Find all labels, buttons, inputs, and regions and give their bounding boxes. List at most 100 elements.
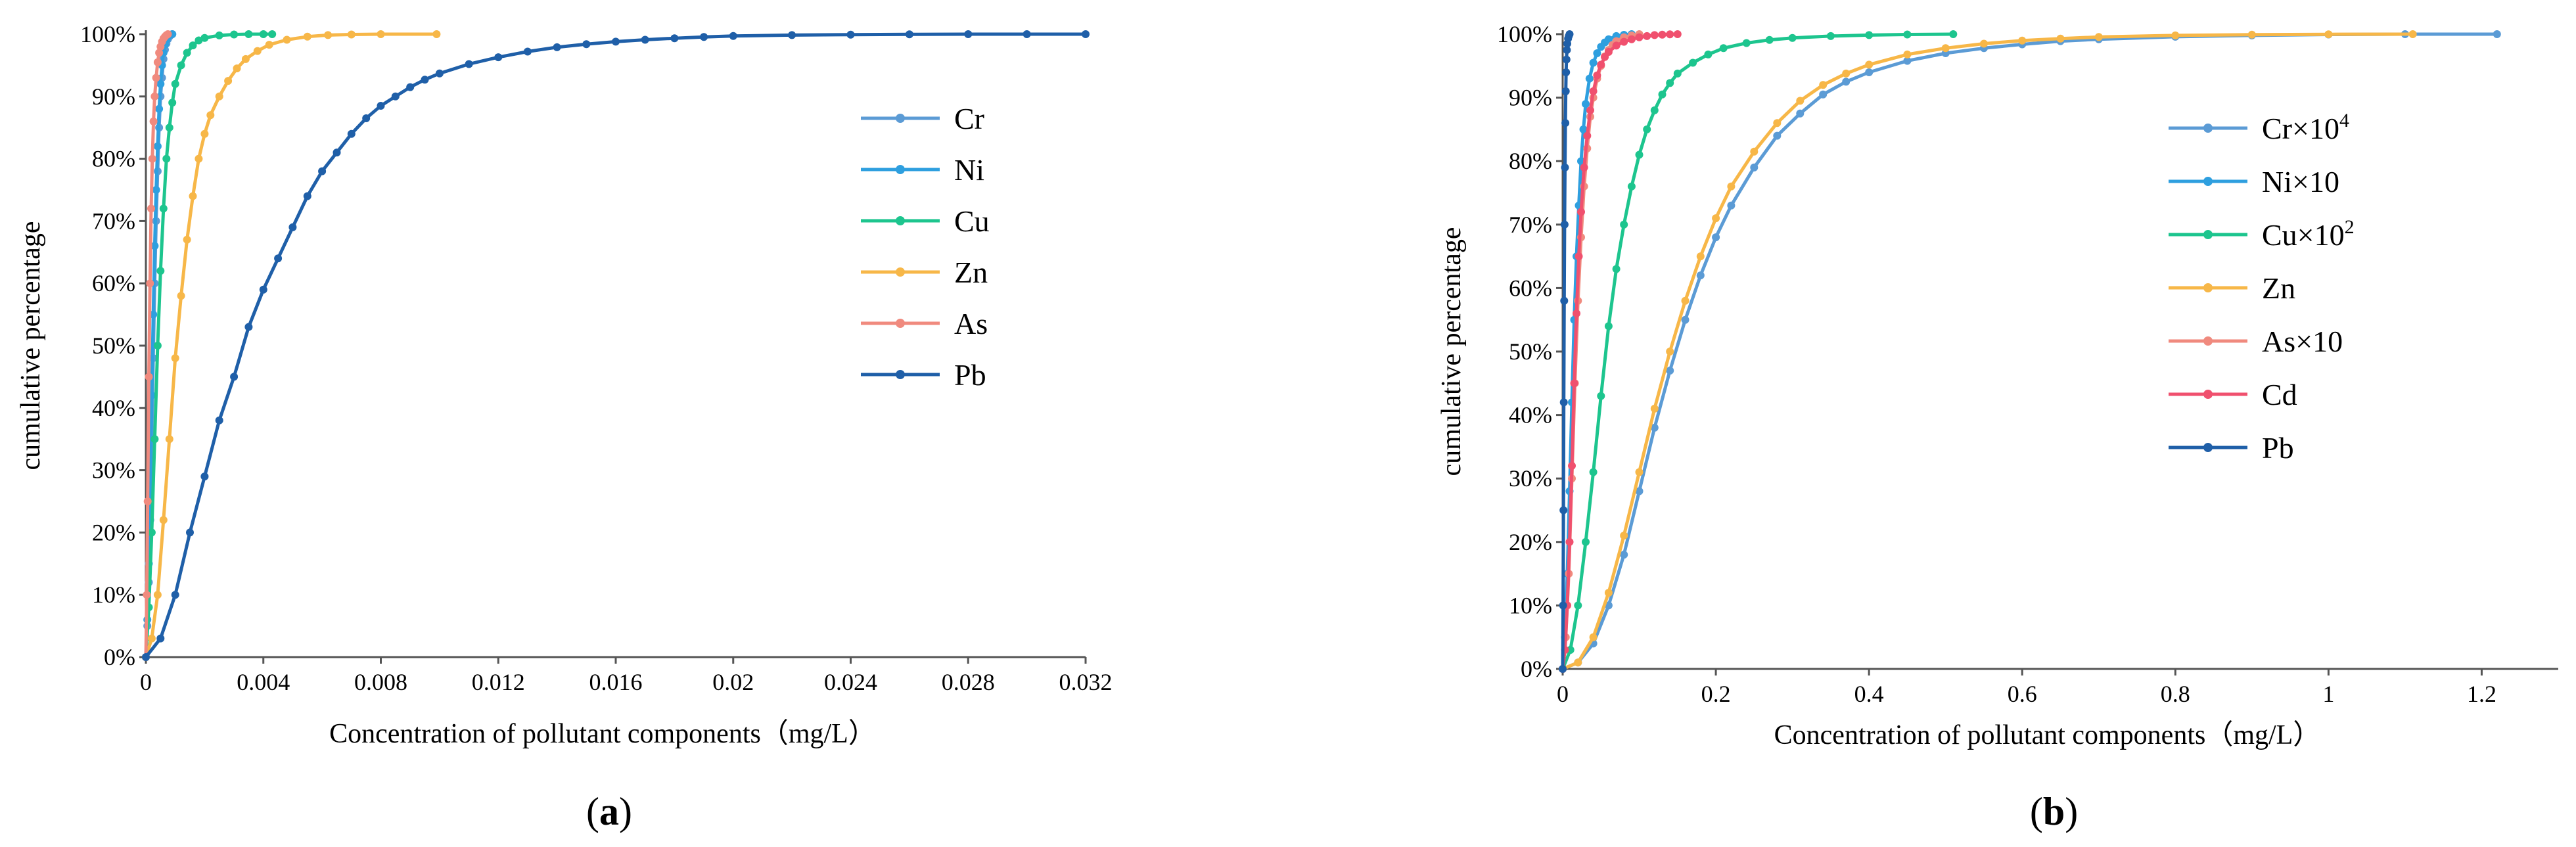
data-point — [189, 41, 197, 50]
y-tick-label: 50% — [92, 332, 135, 359]
data-point — [168, 99, 177, 107]
y-tick-label: 0% — [104, 644, 135, 670]
data-point — [347, 129, 356, 138]
data-point — [1635, 150, 1644, 159]
data-point — [206, 111, 215, 120]
legend-label: Pb — [2262, 431, 2294, 465]
data-point — [1612, 265, 1621, 273]
data-point — [1604, 589, 1613, 597]
data-point — [1597, 60, 1605, 69]
data-point — [153, 58, 162, 66]
data-point — [1666, 367, 1674, 375]
legend-label-text: As×10 — [2262, 325, 2343, 358]
data-point — [1580, 163, 1588, 172]
data-point — [1773, 119, 1782, 127]
x-tick-label: 0.4 — [1854, 681, 1884, 707]
data-point — [171, 354, 179, 362]
data-point — [143, 591, 151, 599]
legend-label-text: Cd — [2262, 378, 2297, 411]
data-point — [2247, 30, 2256, 39]
data-point — [324, 31, 333, 39]
x-tick-label: 0.6 — [2008, 681, 2037, 707]
data-point — [1562, 55, 1571, 64]
y-tick-label: 60% — [1509, 275, 1552, 301]
data-point — [1597, 392, 1605, 400]
data-point — [1579, 125, 1588, 133]
legend-label-text: Cr×10 — [2262, 112, 2339, 145]
chart-panel-a: 0% 10% 20% 30% 40% 50% 60% 70% 80% 90% 100% 0 0.004 0… — [16, 21, 1113, 833]
data-point — [183, 49, 191, 57]
data-point — [377, 30, 385, 38]
data-point — [641, 35, 649, 44]
data-point — [1773, 131, 1782, 140]
data-point — [1627, 182, 1636, 191]
legend-label-text: Zn — [2262, 271, 2295, 305]
data-point — [788, 31, 796, 39]
series-line — [145, 32, 1086, 658]
data-point — [1643, 125, 1651, 133]
data-point — [268, 30, 277, 38]
panel-label-part: a — [599, 790, 619, 833]
data-point — [241, 55, 250, 63]
data-point — [156, 634, 165, 643]
legend-label: Cu — [954, 204, 990, 238]
panel-label: (a) — [586, 790, 632, 833]
data-point — [303, 192, 311, 200]
data-point — [165, 124, 173, 132]
legend-label-superscript: 2 — [2345, 216, 2355, 238]
data-point — [150, 92, 159, 101]
data-point — [183, 235, 191, 244]
legend-label-text: Cr — [954, 102, 984, 135]
data-point — [1561, 119, 1570, 127]
data-point — [230, 30, 239, 39]
data-point — [1727, 201, 1736, 210]
data-point — [143, 497, 152, 505]
data-point — [1082, 30, 1090, 38]
data-point — [1788, 34, 1797, 42]
series-line — [1561, 32, 1632, 670]
legend-swatch-marker — [2203, 336, 2213, 346]
data-point — [145, 373, 153, 381]
data-point — [1658, 30, 1667, 39]
data-point — [147, 634, 156, 643]
y-tick-label: 80% — [92, 146, 135, 172]
data-point — [1559, 601, 1567, 610]
data-point — [159, 516, 168, 524]
data-point — [1980, 39, 1988, 48]
y-tick-label: 100% — [80, 21, 135, 47]
legend-label-text: Cu — [954, 204, 990, 238]
data-point — [1604, 35, 1613, 43]
data-point — [465, 60, 473, 68]
x-tick-label: 1 — [2322, 681, 2334, 707]
legend-label: Ni×10 — [2262, 165, 2339, 198]
data-point — [274, 254, 283, 263]
legend-label: Zn — [954, 256, 988, 289]
data-point — [2094, 33, 2103, 41]
legend-swatch-marker — [896, 319, 905, 328]
legend-swatch-marker — [2203, 230, 2213, 239]
series-as — [142, 30, 172, 661]
x-tick-label: 0.008 — [354, 669, 407, 695]
data-point — [233, 64, 241, 73]
data-point — [1620, 220, 1628, 229]
y-tick-label: 40% — [92, 395, 135, 421]
data-point — [2408, 30, 2417, 38]
data-point — [1635, 487, 1644, 495]
data-point — [147, 204, 155, 213]
data-point — [1574, 601, 1582, 610]
legend-label: Zn — [2262, 271, 2295, 305]
data-point — [1559, 398, 1568, 407]
x-tick-label: 0.004 — [237, 669, 290, 695]
data-point — [1612, 41, 1621, 50]
legend-label-text: Cu×10 — [2262, 218, 2345, 252]
x-tick-label: 0.8 — [2161, 681, 2190, 707]
data-point — [318, 167, 327, 175]
data-point — [1604, 322, 1613, 331]
data-point — [171, 80, 179, 88]
data-point — [149, 117, 158, 126]
data-point — [1903, 50, 1912, 58]
legend-entry: Cr — [861, 102, 984, 135]
legend-entry: Zn — [861, 256, 988, 289]
data-point — [1865, 31, 1874, 39]
y-tick-label: 20% — [1509, 529, 1552, 555]
